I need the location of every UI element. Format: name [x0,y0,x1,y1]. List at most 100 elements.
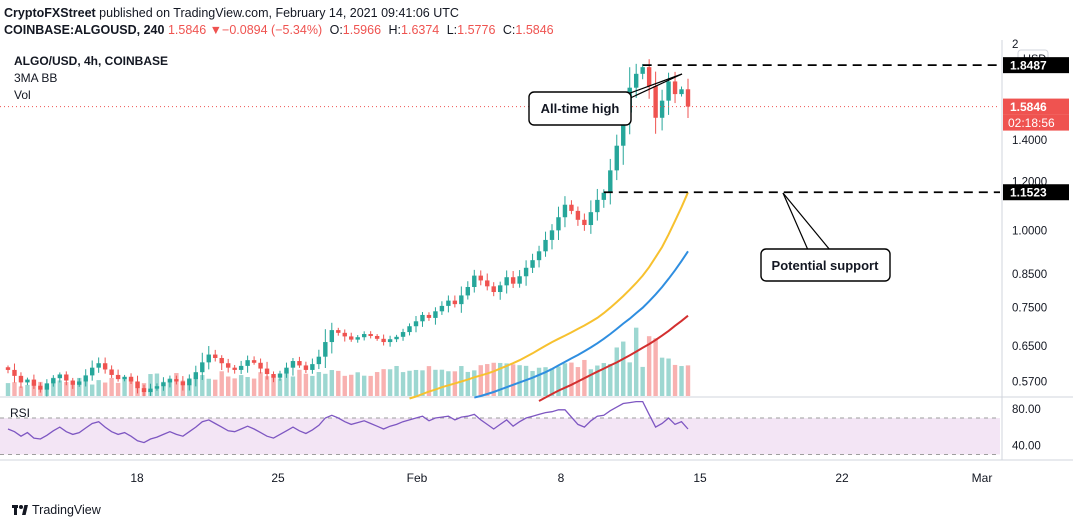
candle [213,349,218,362]
tradingview-logo[interactable]: TradingView [12,503,101,517]
rsi-tick-label: 80.00 [1012,404,1041,416]
support-callout-line-b [782,192,831,251]
volume-bar [77,377,82,396]
candle-body [284,367,289,374]
volume-bar [258,372,263,396]
candle [51,375,56,387]
candle [303,361,309,373]
candle [141,384,147,397]
candle [614,134,619,181]
candle-body [154,386,160,389]
indicator-rsi[interactable]: RSI [10,406,31,420]
candle-body [12,369,17,376]
candle-body [115,374,121,380]
candle [174,375,179,385]
volume-bar [472,370,477,396]
candle-body [342,332,347,337]
volume-bar [232,378,237,396]
candle-body [543,239,548,252]
candle-body [582,219,587,226]
candle [446,295,451,313]
price-tick-label: 0.5700 [1012,376,1047,388]
volume-bar [614,347,619,396]
candle-body [491,286,496,293]
candle [569,200,574,215]
candle-body [148,388,153,393]
indicator-vol[interactable]: Vol [14,88,31,102]
candle [271,371,276,383]
ma-line-blue [474,250,689,399]
candle-body [374,336,380,339]
candle [122,374,127,382]
volume-bar [679,366,684,396]
candle-body [633,73,639,88]
indicator-3ma-bb[interactable]: 3MA BB [14,71,58,85]
volume-bar [530,370,535,396]
candle-body [83,375,88,382]
candle [407,323,412,336]
volume-bar [497,362,503,396]
candle-body [549,230,555,240]
volume-bar [381,369,386,396]
candle-body [400,332,406,337]
last-price: 1.5846 [167,23,207,37]
volume-bar [400,372,406,396]
candle [148,383,153,396]
candle-body [271,374,276,378]
candle-body [621,112,626,146]
candle [38,382,43,393]
candle [154,383,160,391]
candle-body [323,342,328,357]
candle [659,89,665,131]
time-tick-label: Mar [972,471,993,485]
volume-bar [491,362,496,396]
candle [543,231,548,257]
candle [64,371,69,386]
volume-bar [666,358,671,396]
volume-bar [303,373,309,396]
volume-bar [174,373,179,396]
time-tick-label: 18 [130,471,144,485]
candle-body [264,368,270,375]
candle [633,63,639,98]
candle [394,334,399,343]
publisher-name[interactable]: CryptoFXStreet [4,6,96,20]
candle [115,369,121,382]
volume-bar [595,365,600,396]
close-value: 1.5846 [515,23,554,37]
candle [225,358,231,373]
candle [472,269,477,293]
candle-body [290,361,296,368]
candle [510,271,516,289]
volume-bar [374,372,380,396]
candle-body [588,212,594,226]
candle [549,224,555,250]
candle [465,281,471,300]
countdown-label: 02:18:56 [1008,116,1055,130]
candle [264,361,270,380]
candle-body [57,374,63,379]
candle-body [504,277,509,286]
candle [180,376,186,391]
candle [685,78,691,119]
volume-bar [659,357,665,396]
candle [316,349,322,370]
volume-bar [510,364,516,396]
candle-body [77,381,82,385]
candle-body [277,373,283,378]
volume-bar [485,364,490,396]
volume-bar [562,363,568,396]
price-tick-label: 2 [1012,39,1018,51]
volume-bar [12,382,17,396]
low-label: L: [446,23,458,37]
published-text: published on TradingView.com, February 1… [99,6,459,20]
candle [342,329,347,342]
rsi-line [7,400,689,444]
candle-body [517,276,522,284]
volume-bar [238,375,244,396]
candle-body [394,336,399,340]
candle-body [608,170,613,193]
candle-body [685,89,691,107]
volume-bar [672,364,678,396]
